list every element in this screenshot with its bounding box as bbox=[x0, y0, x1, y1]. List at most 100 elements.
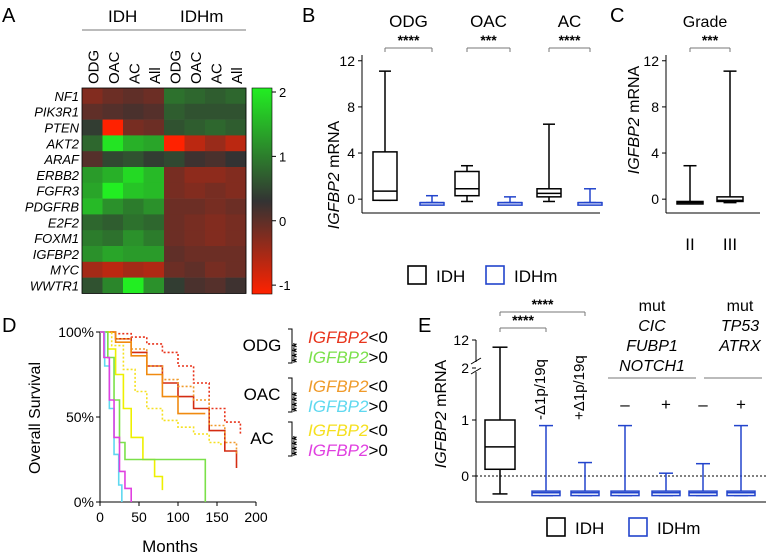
heatmap-cell bbox=[225, 88, 247, 105]
km-sig-label: **** bbox=[289, 342, 304, 363]
y-tick-label: 4 bbox=[347, 145, 355, 161]
y-tick-label: 0 bbox=[461, 468, 469, 484]
heatmap-cell bbox=[123, 230, 144, 247]
heatmap-cell bbox=[102, 88, 124, 105]
mut-label-2: mut bbox=[727, 298, 754, 315]
heatmap-cell bbox=[205, 246, 226, 263]
heatmap-cell bbox=[225, 119, 247, 136]
heatmap-cell bbox=[123, 277, 144, 294]
heatmap-cell bbox=[123, 198, 144, 215]
km-group-bracket bbox=[288, 377, 293, 413]
heatmap-cell bbox=[82, 230, 103, 247]
colorbar-tick-label: 1 bbox=[279, 149, 286, 164]
heatmap-cell bbox=[225, 246, 247, 263]
sig-label: *** bbox=[480, 32, 497, 48]
heatmap-cell bbox=[82, 182, 103, 199]
heatmap-cell bbox=[205, 167, 226, 184]
heatmap-cell bbox=[164, 198, 185, 215]
heatmap-row-labels: NF1PIK3R1PTENAKT2ARAFERBB2FGFR3PDGFRBE2F… bbox=[25, 89, 80, 294]
heatmap-cell bbox=[102, 277, 124, 294]
heatmap-cell bbox=[82, 167, 103, 184]
y-tick-label: 8 bbox=[347, 99, 355, 115]
heatmap-cell bbox=[143, 88, 165, 105]
heatmap-cell bbox=[225, 214, 247, 231]
group-label-idh: IDH bbox=[108, 7, 137, 26]
heatmap-cell bbox=[184, 182, 206, 199]
heatmap-cell bbox=[184, 151, 206, 168]
heatmap-cell bbox=[82, 214, 103, 231]
heatmap-cell bbox=[205, 119, 226, 136]
heatmap-cell bbox=[143, 198, 165, 215]
legend-e-idhm-label: IDHm bbox=[657, 519, 700, 538]
heatmap-colorbar bbox=[251, 87, 273, 295]
heatmap-column-labels: ODG OAC AC All ODG OAC AC All bbox=[85, 50, 246, 84]
heatmap-cell bbox=[102, 182, 124, 199]
y-tick-label: 8 bbox=[651, 99, 659, 115]
heatmap-cell bbox=[143, 182, 165, 199]
y-tick-label: 0 bbox=[347, 191, 355, 207]
km-line-label: IGFBP2>0 bbox=[308, 348, 388, 367]
km-line-label: IGFBP2<0 bbox=[308, 328, 388, 347]
heatmap-row-label: PTEN bbox=[44, 121, 79, 136]
x-tick-label: 50 bbox=[131, 509, 147, 525]
mut-label-1: mut bbox=[639, 298, 666, 315]
heatmap-cell bbox=[184, 246, 206, 263]
km-group-bracket bbox=[288, 421, 293, 457]
heatmap-cell bbox=[123, 119, 144, 136]
panel-letter-a: A bbox=[2, 5, 16, 27]
heatmap-cell bbox=[123, 246, 144, 263]
heatmap-cell bbox=[102, 151, 124, 168]
sig-label: **** bbox=[532, 296, 554, 312]
heatmap-cell bbox=[184, 214, 206, 231]
heatmap-cell bbox=[164, 261, 185, 278]
heatmap-cell bbox=[164, 135, 185, 152]
heatmap-row-label: IGFBP2 bbox=[33, 247, 80, 262]
survival-curve bbox=[100, 331, 242, 434]
x-tick-label: 100 bbox=[166, 509, 190, 525]
km-sig-label: **** bbox=[289, 435, 304, 456]
heatmap-cell bbox=[143, 167, 165, 184]
heatmap-cell bbox=[82, 135, 103, 152]
heatmap-cell bbox=[123, 182, 144, 199]
heatmap-cell bbox=[225, 277, 247, 294]
heatmap-cell bbox=[225, 230, 247, 247]
heatmap-cell bbox=[205, 198, 226, 215]
heatmap-cell bbox=[225, 135, 247, 152]
group-title: ODG bbox=[389, 12, 428, 31]
group-title: AC bbox=[558, 12, 582, 31]
mut-gene-tp53: TP53 bbox=[721, 318, 759, 335]
panel-d-ylabel: Overall Survival bbox=[27, 362, 44, 474]
legend-e-idhm-swatch bbox=[628, 517, 648, 537]
heatmap-cell bbox=[184, 277, 206, 294]
legend-idhm-label: IDHm bbox=[514, 267, 557, 286]
survival-curve bbox=[100, 331, 164, 491]
heatmap-cell bbox=[102, 246, 124, 263]
heatmap-row-label: NF1 bbox=[54, 89, 79, 104]
heatmap-cell bbox=[143, 103, 165, 120]
colorbar-tick-label: -1 bbox=[279, 278, 291, 293]
heatmap-cell bbox=[164, 214, 185, 231]
km-line-label: IGFBP2>0 bbox=[308, 397, 388, 416]
y-tick-label: 0 bbox=[651, 191, 659, 207]
panel-letter-d: D bbox=[2, 315, 16, 337]
heatmap-col-label: All bbox=[229, 67, 246, 84]
heatmap-col-label: AC bbox=[126, 63, 143, 84]
sig-label: **** bbox=[512, 312, 534, 328]
box bbox=[372, 151, 398, 202]
heatmap-cell bbox=[184, 119, 206, 136]
panel-d-survival-plot: 0% 50% 100% 0 50 100 150 200 bbox=[58, 324, 268, 525]
x-category-label: II bbox=[685, 235, 694, 254]
sign-plus-1: + bbox=[661, 395, 671, 414]
heatmap-row-label: FGFR3 bbox=[36, 184, 79, 199]
km-group-label: ODG bbox=[243, 336, 282, 355]
heatmap-cell bbox=[102, 214, 124, 231]
heatmap-row-label: MYC bbox=[50, 263, 80, 278]
heatmap-cell bbox=[82, 277, 103, 294]
heatmap-cell bbox=[82, 261, 103, 278]
y-tick-label: 0% bbox=[74, 494, 94, 510]
heatmap-cell bbox=[102, 135, 124, 152]
mut-gene-fubp1: FUBP1 bbox=[626, 338, 678, 355]
km-group-label: AC bbox=[250, 429, 274, 448]
